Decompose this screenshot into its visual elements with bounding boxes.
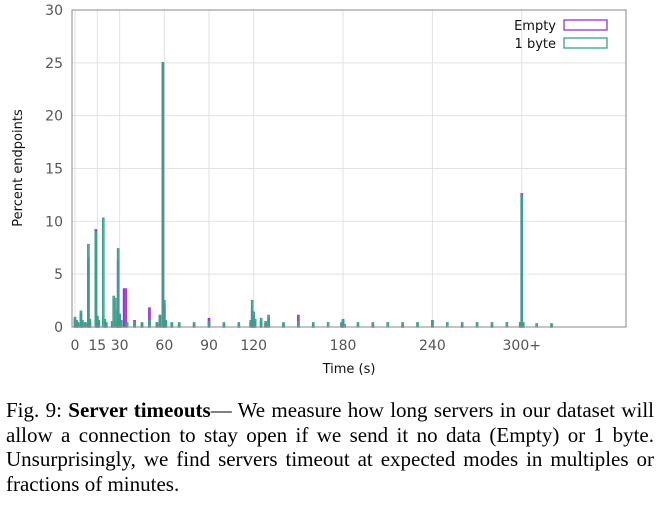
bar-one-byte	[460, 322, 464, 328]
bar-one-byte	[505, 322, 509, 328]
y-tick-label: 5	[54, 267, 63, 283]
x-tick-label: 180	[330, 338, 357, 354]
bar-one-byte	[133, 321, 136, 328]
figure-caption: Fig. 9: Server timeouts— We measure how …	[6, 398, 654, 496]
bar-one-byte	[155, 322, 159, 328]
legend-label: 1 byte	[515, 37, 556, 52]
bar-one-byte	[81, 320, 84, 328]
bar-one-byte	[101, 217, 105, 328]
y-tick-label: 10	[45, 214, 63, 230]
x-axis-label: Time (s)	[322, 362, 376, 377]
bar-one-byte	[94, 231, 98, 328]
legend: Empty 1 byte	[514, 19, 608, 52]
bar-one-byte	[416, 322, 419, 328]
ticks: 0 5 10 15 20 25 30 0 15 30 60 90 120 180 240 300+	[45, 3, 541, 354]
bar-one-byte	[386, 322, 390, 328]
grid	[72, 10, 626, 327]
y-axis-label: Percent endpoints	[11, 109, 26, 227]
y-tick-label: 20	[45, 109, 63, 125]
x-tick-label: 300+	[503, 338, 541, 354]
bars	[73, 62, 553, 328]
plot-frame	[71, 9, 627, 328]
caption-fig-number: Fig. 9:	[6, 398, 62, 422]
bar-one-byte	[88, 318, 92, 328]
x-tick-label: 240	[419, 338, 446, 354]
bar-one-byte	[253, 318, 257, 328]
x-tick-label: 30	[111, 338, 129, 354]
y-tick-label: 0	[54, 320, 63, 336]
bar-one-byte	[84, 322, 87, 328]
x-tick-label: 0	[71, 338, 80, 354]
bar-one-byte	[140, 322, 144, 328]
bar-empty	[124, 288, 127, 328]
y-tick-label: 30	[45, 3, 63, 19]
legend-swatch	[563, 19, 608, 31]
bar-one-byte	[104, 322, 108, 328]
bar-one-byte	[297, 321, 300, 328]
bar-one-byte	[475, 322, 479, 328]
bar-one-byte	[401, 322, 404, 328]
bar-one-byte	[326, 322, 330, 328]
bar-one-byte	[148, 320, 151, 328]
legend-swatch	[563, 37, 608, 49]
bar-one-byte	[490, 322, 494, 328]
caption-title: Server timeouts	[68, 398, 211, 422]
bar-one-byte	[267, 314, 270, 328]
bar-one-byte	[521, 322, 525, 328]
legend-label: Empty	[514, 19, 556, 34]
bar-one-byte	[161, 62, 165, 328]
x-tick-label: 60	[155, 338, 173, 354]
bar-one-byte	[445, 322, 449, 328]
bar-one-byte	[170, 322, 174, 328]
x-tick-label: 15	[88, 338, 106, 354]
bar-one-byte	[259, 317, 263, 328]
x-tick-label: 90	[200, 338, 218, 354]
x-tick-label: 120	[240, 338, 267, 354]
bar-one-byte	[158, 314, 162, 328]
y-tick-label: 15	[45, 162, 63, 178]
y-tick-label: 25	[45, 56, 63, 72]
bar-one-byte	[125, 322, 129, 328]
bar-one-byte	[97, 320, 101, 328]
bar-one-byte	[87, 243, 90, 328]
caption-text: — We measure how long servers in our dat…	[6, 398, 654, 496]
chart: 0 5 10 15 20 25 30 0 15 30 60 90 120 180 240 300+ Time …	[11, 3, 627, 377]
bar-one-byte	[356, 322, 360, 328]
